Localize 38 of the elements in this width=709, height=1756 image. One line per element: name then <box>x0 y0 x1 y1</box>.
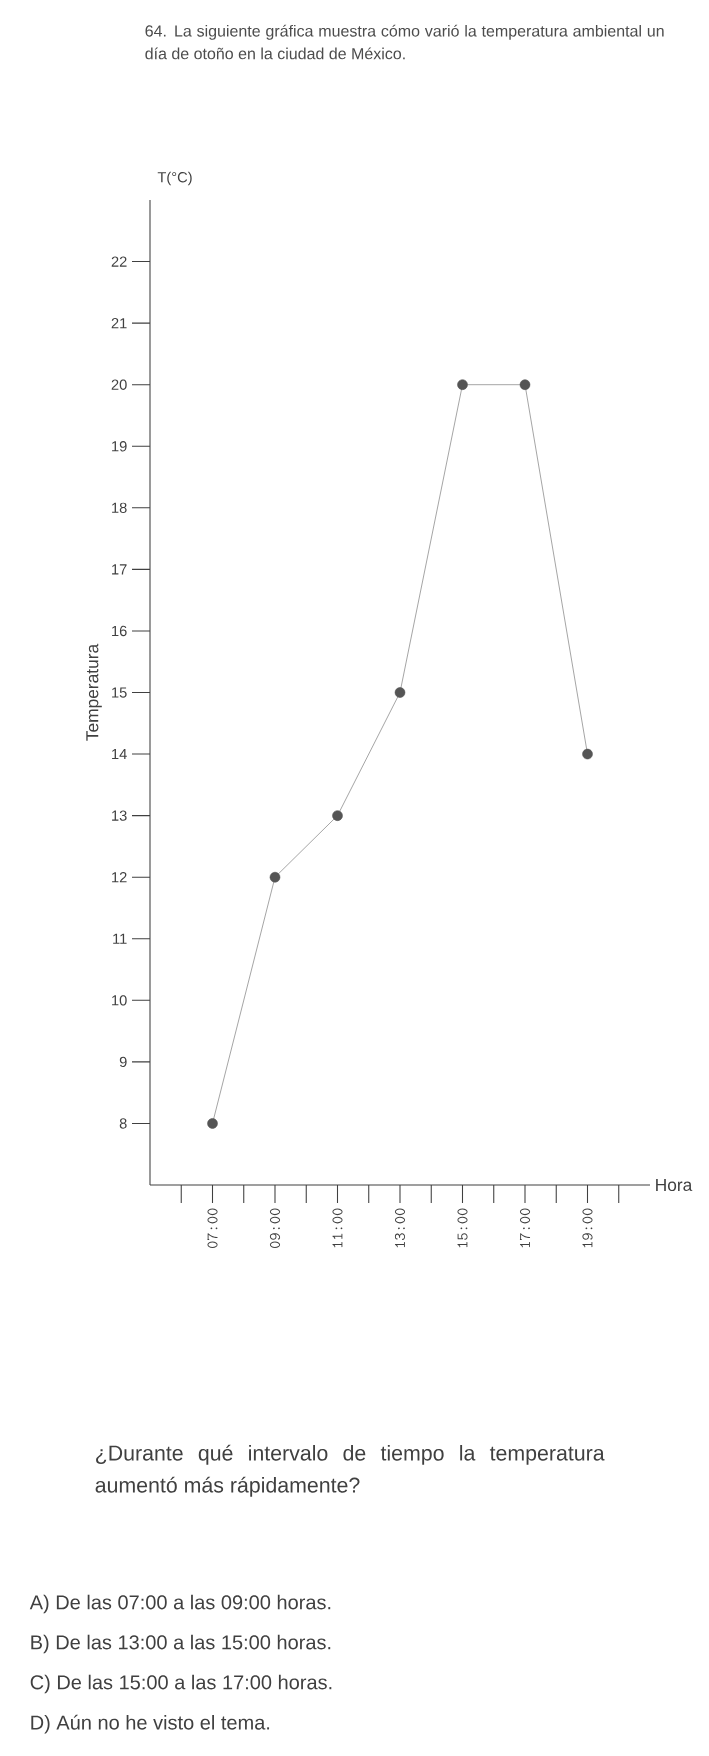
point <box>457 379 468 390</box>
text: D) Aún no he visto el tema. <box>31 1714 270 1734</box>
text: ¿Durante qué intervalo de tiempo la temperatura aumentó más rápidamente? <box>95 1444 605 1497</box>
y-tick-label: 13 <box>112 810 127 821</box>
y-tick-label: 17 <box>112 564 127 575</box>
x-axis-title: Hora <box>656 1178 693 1192</box>
y-tick-label: 10 <box>112 995 127 1006</box>
text: T(°C) <box>157 171 192 186</box>
point <box>269 871 281 883</box>
y-tick-label: 16 <box>112 625 127 637</box>
x-tick-label: 17:00 <box>519 1208 531 1248</box>
point <box>394 687 406 698</box>
point <box>207 1118 218 1129</box>
x-tick-label: 07:00 <box>207 1208 218 1249</box>
x-tick-label: 11:00 <box>332 1208 343 1248</box>
x-tick-label: 15:00 <box>457 1208 468 1248</box>
y-tick-label: 8 <box>119 1118 127 1129</box>
point <box>582 748 593 760</box>
y-tick-label: 22 <box>111 256 127 267</box>
y-axis-title: Temperatura <box>86 643 102 741</box>
y-tick-label: 11 <box>113 933 127 944</box>
y-tick-label: 18 <box>112 502 127 514</box>
y-tick-label: 14 <box>112 749 127 760</box>
y-tick-label: 19 <box>112 441 127 452</box>
point <box>519 379 531 390</box>
y-tick-label: 9 <box>119 1056 127 1068</box>
x-tick-label: 09:00 <box>269 1208 281 1249</box>
y-tick-label: 21 <box>111 318 127 329</box>
x-tick-label: 19:00 <box>582 1208 593 1248</box>
x-tick-label: 13:00 <box>394 1208 406 1248</box>
text: C) De las 15:00 a las 17:00 horas. <box>30 1674 332 1694</box>
text: B) De las 13:00 a las 15:00 horas. <box>31 1634 331 1654</box>
y-tick-label: 15 <box>112 687 127 698</box>
text: A) De las 07:00 a las 09:00 horas. <box>29 1594 331 1614</box>
y-tick-label: 12 <box>112 872 127 883</box>
chart-title: 64. La siguiente gráfica muestra cómo varió la temperatura ambiental un día de otoño en la ciudad de México. <box>145 24 664 60</box>
y-tick-label: 20 <box>111 379 127 390</box>
point <box>332 810 343 821</box>
